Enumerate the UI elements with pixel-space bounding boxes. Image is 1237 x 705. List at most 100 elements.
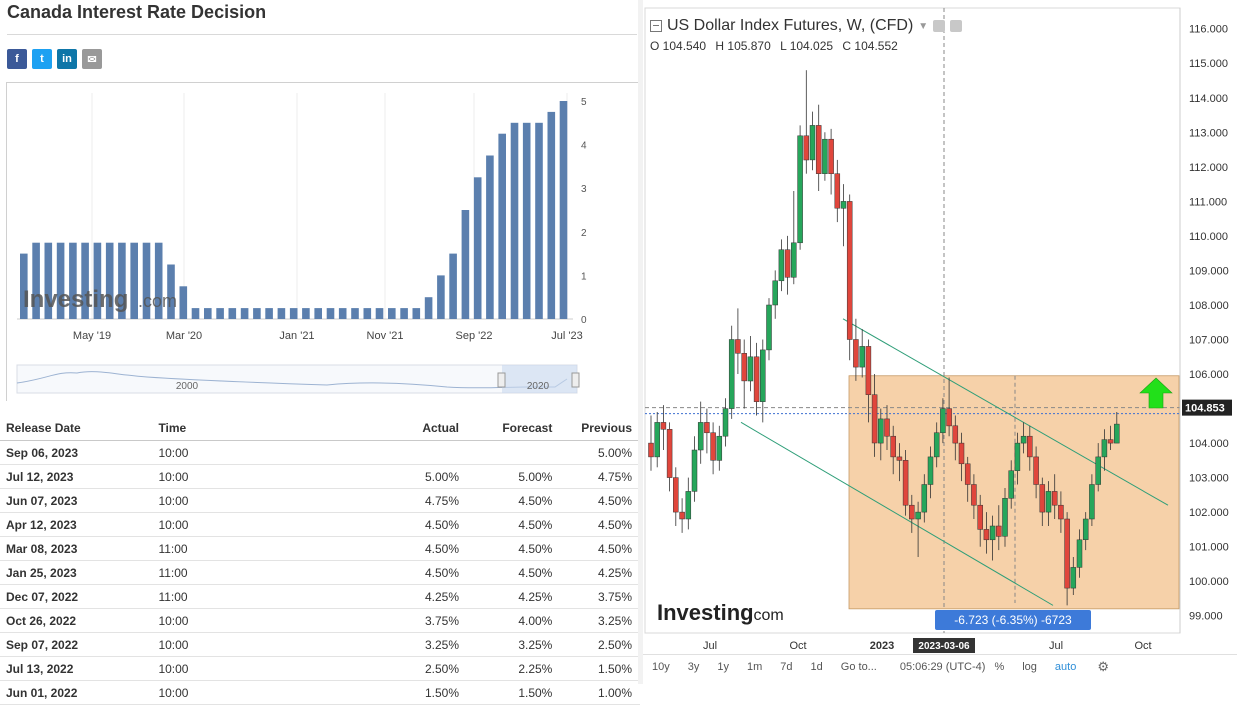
candle[interactable] [890,425,896,475]
candle[interactable] [958,432,965,482]
candle[interactable] [784,235,791,295]
percent-scale-button[interactable]: % [994,661,1005,673]
rate-bar[interactable] [277,308,286,319]
range-button[interactable]: 1m [747,661,763,673]
candle[interactable] [846,194,853,361]
rate-bar[interactable] [216,308,224,319]
candle[interactable] [996,505,1002,551]
candle[interactable] [822,132,828,181]
candle[interactable] [1114,412,1120,444]
rate-bar[interactable] [449,253,457,319]
candle[interactable] [878,408,884,461]
candle[interactable] [977,494,983,547]
rate-bar[interactable] [338,308,347,319]
rate-bar[interactable] [253,308,261,319]
rate-bar[interactable] [473,177,482,319]
rate-bar[interactable] [167,264,175,320]
candle[interactable] [865,339,872,423]
rate-bar[interactable] [302,308,310,319]
usd-candlestick-chart[interactable]: 116.000 115.000 114.000 113.000 112.000 111.0… [643,0,1237,654]
rate-bar[interactable] [412,308,421,319]
candle[interactable] [1101,429,1108,471]
candle[interactable] [1008,460,1014,509]
candle[interactable] [741,339,747,409]
auto-scale-button[interactable]: auto [1054,661,1077,673]
candle[interactable] [1107,425,1114,450]
rate-bar[interactable] [326,308,335,319]
candle[interactable] [921,474,928,523]
range-button[interactable]: 1d [810,661,823,673]
rate-bar[interactable] [154,242,163,319]
candle[interactable] [809,111,816,171]
candle[interactable] [747,336,754,392]
candle[interactable] [704,408,710,454]
rate-bar[interactable] [204,308,212,319]
candle[interactable] [1095,443,1101,492]
candle[interactable] [964,456,971,502]
candle[interactable] [1033,446,1039,499]
range-button[interactable]: 7d [780,661,793,673]
chevron-down-icon[interactable]: ▼ [918,20,929,32]
trendline-lower[interactable] [740,421,1054,606]
candle[interactable] [791,191,797,285]
candle[interactable] [1082,512,1089,551]
rate-bar[interactable] [424,297,433,319]
candle[interactable] [1027,425,1033,471]
rate-bar[interactable] [486,155,494,320]
rate-bar[interactable] [547,111,556,320]
candle[interactable] [983,512,990,554]
rate-bar[interactable] [265,308,273,319]
candle[interactable] [760,339,766,423]
candle[interactable] [697,401,704,464]
rate-bar[interactable] [351,308,359,319]
candle[interactable] [1014,432,1021,485]
eye-icon[interactable] [933,20,946,32]
candle[interactable] [909,494,915,533]
candle[interactable] [691,436,698,502]
candle[interactable] [1045,481,1052,526]
candle[interactable] [679,498,685,533]
candle[interactable] [952,415,959,461]
rate-bar[interactable] [535,122,543,319]
candle[interactable] [1070,557,1077,595]
rate-bar[interactable] [400,308,408,319]
candle[interactable] [927,446,934,499]
candle[interactable] [1020,422,1027,454]
range-button[interactable]: 3y [687,661,700,673]
navigator-selection[interactable] [502,365,577,393]
candle[interactable] [803,70,810,174]
candle[interactable] [971,474,977,519]
candle[interactable] [722,398,729,447]
candle[interactable] [859,329,865,378]
rate-bar[interactable] [130,242,138,319]
candle[interactable] [853,318,859,381]
candle[interactable] [1039,477,1046,526]
rate-bar[interactable] [179,286,188,319]
rate-bar[interactable] [289,308,298,319]
candle[interactable] [735,308,741,374]
candle[interactable] [797,125,803,250]
rate-bar[interactable] [32,242,40,319]
header-previous[interactable]: Previous [553,416,640,441]
candle[interactable] [989,515,996,561]
rate-bar[interactable] [93,242,102,319]
range-button[interactable]: 1y [717,661,729,673]
rate-bar[interactable] [522,122,531,319]
facebook-icon[interactable]: f [7,49,27,69]
candle[interactable] [753,342,760,416]
candle[interactable] [648,415,654,471]
candle[interactable] [1076,529,1083,578]
trendline-upper[interactable] [842,318,1169,506]
rate-bar[interactable] [105,242,114,319]
collapse-icon[interactable] [650,20,662,32]
candle[interactable] [871,374,878,457]
header-forecast[interactable]: Forecast [459,416,554,441]
log-scale-button[interactable]: log [1022,661,1037,673]
navigator-handle-left[interactable] [497,372,506,388]
rate-bar[interactable] [461,210,470,319]
rate-bar[interactable] [363,308,372,319]
rate-bar[interactable] [510,122,519,319]
candle[interactable] [716,425,723,471]
candle[interactable] [902,450,909,516]
candle[interactable] [766,298,772,361]
